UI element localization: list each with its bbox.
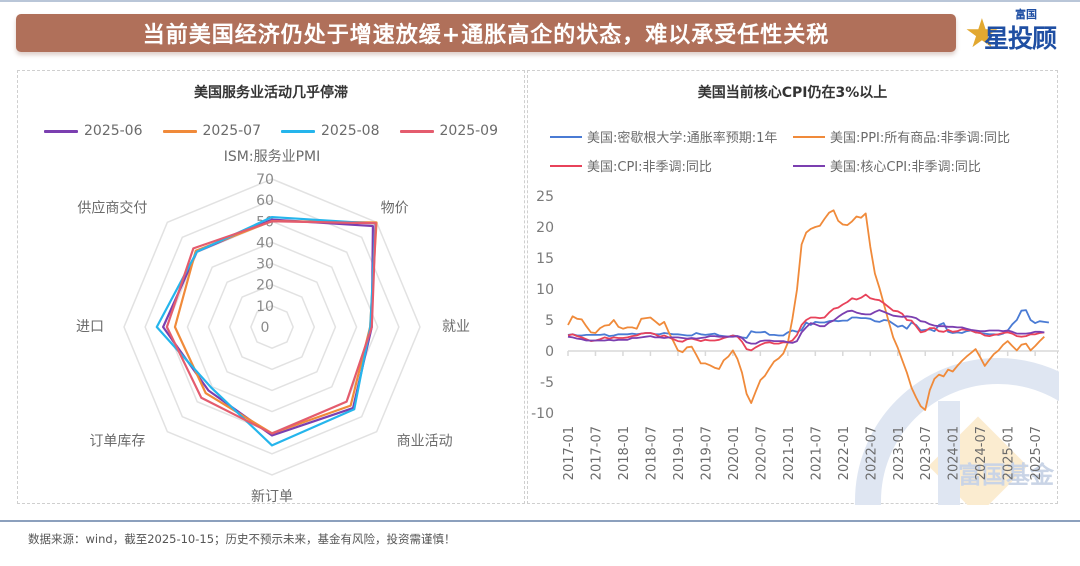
y-tick-label: 0 xyxy=(545,344,554,360)
x-tick-label: 2019-01 xyxy=(672,426,687,480)
radar-tick-label: 10 xyxy=(256,299,274,315)
line-legend-item[interactable]: 美国:核心CPI:非季调:同比 xyxy=(793,156,1050,175)
radar-axis-label: 新订单 xyxy=(251,489,293,505)
brand-logo: ★ 富国 星投顾 xyxy=(964,6,1074,56)
legend-swatch xyxy=(44,129,78,133)
x-tick-label: 2020-07 xyxy=(754,426,769,480)
radar-tick-label: 20 xyxy=(256,278,274,294)
x-tick-label: 2023-07 xyxy=(919,426,934,480)
y-tick-label: 15 xyxy=(536,251,554,267)
line-legend-item[interactable]: 美国:CPI:非季调:同比 xyxy=(550,156,793,175)
radar-plot: 010203040506070ISM:服务业PMI物价就业商业活动新订单订单库存… xyxy=(76,149,470,505)
radar-axis-label: 就业 xyxy=(442,319,470,335)
x-tick-label: 2023-01 xyxy=(892,426,907,480)
radar-tick-label: 40 xyxy=(256,235,274,251)
line-legend-item[interactable]: 美国:密歇根大学:通胀率预期:1年 xyxy=(550,127,793,146)
radar-grid-ring xyxy=(123,178,421,476)
x-tick-label: 2018-07 xyxy=(644,426,659,480)
legend-label: 2025-06 xyxy=(84,123,143,139)
top-divider xyxy=(0,0,1080,2)
footer-divider xyxy=(0,520,1080,522)
legend-swatch xyxy=(793,135,825,138)
line-plot: 25 20 15 10 5 0 -5 -10 2017-01 2017-07 2018-01 2018… xyxy=(531,189,1059,480)
legend-swatch xyxy=(793,164,825,167)
legend-swatch xyxy=(281,129,315,133)
watermark-logo: 富国基金 xyxy=(855,358,1059,505)
headline-banner: 当前美国经济仍处于增速放缓+通胀高企的状态，难以承受任性关税 xyxy=(16,14,956,52)
legend-label: 美国:密歇根大学:通胀率预期:1年 xyxy=(587,131,778,146)
x-tick-label: 2025-01 xyxy=(1002,426,1017,480)
star-icon: ★ xyxy=(964,11,1000,57)
radar-axis-label: ISM:服务业PMI xyxy=(224,149,320,165)
y-tick-label: -10 xyxy=(531,406,554,422)
y-tick-label: 5 xyxy=(545,313,554,329)
x-tick-label: 2018-01 xyxy=(617,426,632,480)
radar-chart-panel: 美国服务业活动几乎停滞 2025-06 2025-07 2025-08 2025… xyxy=(17,70,525,505)
line-series-美国:PPI:所有商品:非季调:同比 xyxy=(567,209,1045,411)
line-chart-panel: 富国基金 美国当前核心CPI仍在3%以上 美国:密歇根大学:通胀率预期:1年 美… xyxy=(527,70,1059,505)
radar-series-2025-09 xyxy=(165,220,377,435)
x-tick-label: 2025-07 xyxy=(1029,426,1044,480)
legend-label: 2025-09 xyxy=(439,123,499,139)
y-tick-label: 20 xyxy=(536,220,554,236)
line-legend-item[interactable]: 美国:PPI:所有商品:非季调:同比 xyxy=(793,127,1050,146)
radar-grid-ring xyxy=(186,241,358,413)
headline-title: 当前美国经济仍处于增速放缓+通胀高企的状态，难以承受任性关税 xyxy=(142,23,830,48)
y-tick-label: 25 xyxy=(536,189,554,205)
x-tick-label: 2021-01 xyxy=(782,426,797,480)
watermark-ring xyxy=(855,358,1059,505)
radar-axis-label: 订单库存 xyxy=(89,434,145,450)
legend-swatch xyxy=(550,164,582,167)
x-tick-label: 2024-01 xyxy=(947,426,962,480)
y-tick-label: -5 xyxy=(540,375,554,391)
watermark-text: 富国基金 xyxy=(958,461,1055,489)
radar-series-2025-06 xyxy=(162,218,375,437)
radar-axis-label: 进口 xyxy=(76,319,104,335)
radar-grid-ring xyxy=(207,262,337,392)
x-tick-label: 2017-01 xyxy=(562,426,577,480)
radar-tick-label: 30 xyxy=(256,257,274,273)
legend-label: 2025-08 xyxy=(321,123,380,139)
radar-grid-ring xyxy=(250,305,294,349)
radar-legend-item[interactable]: 2025-06 xyxy=(44,123,143,139)
legend-swatch xyxy=(162,129,197,133)
x-tick-label: 2022-01 xyxy=(837,426,852,480)
legend-label: 美国:核心CPI:非季调:同比 xyxy=(830,160,981,175)
legend-label: 2025-07 xyxy=(202,123,262,139)
x-tick-label: 2022-07 xyxy=(864,426,879,480)
radar-axis-label: 供应商交付 xyxy=(77,199,147,216)
legend-label: 美国:PPI:所有商品:非季调:同比 xyxy=(830,131,1011,146)
footer-disclaimer: 数据来源：wind，截至2025-10-15；历史不预示未来，基金有风险，投资需… xyxy=(28,532,456,546)
radar-legend-item[interactable]: 2025-07 xyxy=(162,123,262,139)
radar-chart-title: 美国服务业活动几乎停滞 xyxy=(194,85,348,101)
logo-big-text: 星投顾 xyxy=(984,24,1057,53)
x-tick-label: 2024-07 xyxy=(974,426,989,480)
radar-grid-ring xyxy=(228,283,316,371)
legend-swatch xyxy=(399,129,434,133)
radar-legend: 2025-06 2025-07 2025-08 2025-09 xyxy=(18,123,524,139)
radar-legend-item[interactable]: 2025-08 xyxy=(281,123,380,139)
radar-tick-label: 0 xyxy=(261,320,270,336)
x-tick-label: 2020-01 xyxy=(727,426,742,480)
legend-label: 美国:CPI:非季调:同比 xyxy=(587,160,712,175)
watermark-bar xyxy=(938,401,960,505)
x-tick-label: 2019-07 xyxy=(699,426,714,480)
radar-tick-label: 70 xyxy=(256,172,274,188)
y-tick-label: 10 xyxy=(536,282,554,298)
line-series-美国:CPI:非季调:同比 xyxy=(567,293,1045,352)
radar-tick-label: 60 xyxy=(256,193,274,209)
x-tick-label: 2021-07 xyxy=(809,426,824,480)
radar-axis-label: 商业活动 xyxy=(397,434,453,450)
radar-legend-item[interactable]: 2025-09 xyxy=(399,123,499,139)
logo-small-text: 富国 xyxy=(1015,8,1037,21)
radar-axis-label: 物价 xyxy=(381,200,409,216)
legend-swatch xyxy=(550,135,582,138)
x-tick-label: 2017-07 xyxy=(589,426,604,480)
line-legend: 美国:密歇根大学:通胀率预期:1年 美国:PPI:所有商品:非季调:同比 美国:… xyxy=(550,127,1050,175)
line-series-美国:核心CPI:非季调:同比 xyxy=(567,309,1045,345)
line-chart-title: 美国当前核心CPI仍在3%以上 xyxy=(697,85,888,101)
